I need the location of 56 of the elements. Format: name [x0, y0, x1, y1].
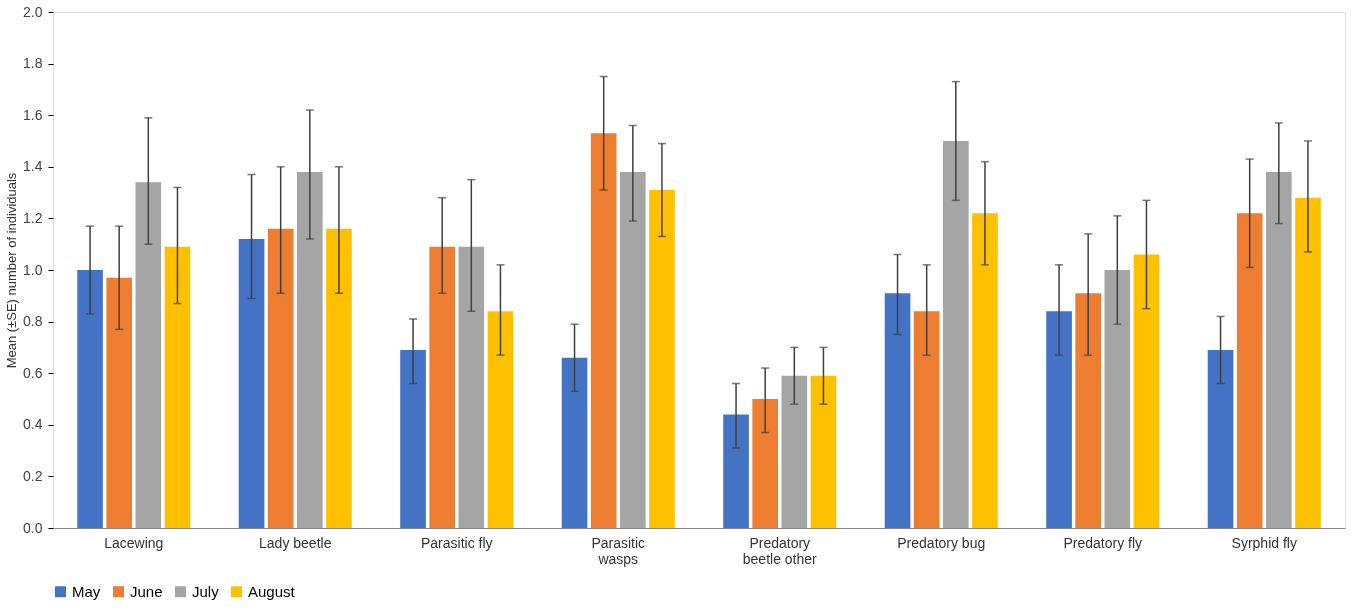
- bar: [1236, 213, 1263, 528]
- x-tick-label: Lacewing: [104, 534, 164, 551]
- bar: [77, 270, 103, 528]
- bar: [1075, 293, 1101, 528]
- bar: [267, 228, 294, 528]
- bar: [752, 399, 778, 528]
- bar: [972, 213, 998, 528]
- bar: [238, 239, 265, 528]
- bar: [561, 357, 588, 528]
- x-tick-label: Predatory bug: [897, 534, 986, 551]
- bar: [781, 375, 808, 528]
- bar: [297, 171, 323, 528]
- bar: [1266, 171, 1292, 528]
- y-tick-label: 1.2: [23, 209, 43, 226]
- bar: [884, 293, 911, 528]
- y-tick-label: 0.0: [23, 519, 43, 536]
- bar: [135, 182, 162, 528]
- bar: [943, 141, 969, 528]
- bar: [400, 349, 426, 528]
- y-tick-label: 0.6: [23, 364, 43, 381]
- bar: [106, 277, 132, 528]
- x-tick-label: Parasitic wasps: [591, 534, 646, 567]
- x-tick-label: Predatory fly: [1063, 534, 1143, 551]
- bar: [1046, 311, 1072, 528]
- y-tick-label: 1.0: [23, 261, 43, 278]
- bar: [723, 414, 749, 528]
- bar: [590, 133, 617, 528]
- bar: [1133, 254, 1160, 528]
- y-tick-label: 1.6: [23, 106, 43, 123]
- y-tick-label: 0.4: [23, 416, 43, 433]
- legend-label: August: [248, 582, 296, 600]
- bar: [487, 311, 514, 528]
- y-tick-label: 0.2: [23, 467, 43, 484]
- bar: [810, 375, 837, 528]
- legend-label: July: [192, 582, 220, 600]
- x-tick-label: Predatory beetle other: [742, 534, 818, 567]
- bar: [458, 246, 485, 528]
- legend-label: June: [130, 582, 163, 600]
- bar: [326, 228, 352, 528]
- y-axis-title: Mean (±SE) number of individuals: [4, 172, 20, 369]
- bar: [620, 171, 646, 528]
- bar: [913, 311, 940, 528]
- x-tick-label: Syrphid fly: [1231, 534, 1297, 551]
- y-tick-label: 1.8: [23, 55, 43, 72]
- bar: [164, 246, 191, 528]
- bar: [1295, 197, 1321, 528]
- y-tick-label: 0.8: [23, 313, 43, 330]
- x-tick-label: Parasitic fly: [420, 534, 493, 551]
- bar: [1104, 270, 1131, 528]
- y-tick-label: 1.4: [23, 158, 43, 175]
- bar: [429, 246, 455, 528]
- bar: [649, 190, 675, 528]
- x-tick-label: Lady beetle: [259, 534, 332, 551]
- bar: [1207, 349, 1234, 528]
- legend-label: May: [72, 582, 101, 600]
- y-tick-label: 2.0: [23, 3, 43, 20]
